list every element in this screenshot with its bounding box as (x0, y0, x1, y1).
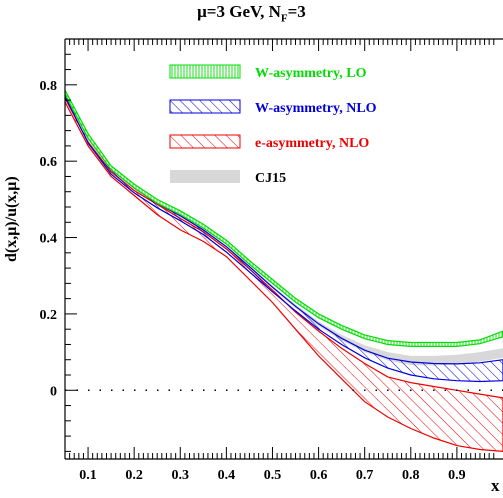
legend-swatch-w-asymmetry-lo (169, 64, 241, 79)
x-tick-label: 0.5 (264, 468, 282, 483)
y-tick-label: 0.2 (40, 308, 58, 323)
y-tick-label: 0.4 (40, 232, 58, 247)
legend-label-cj15: CJ15 (255, 171, 286, 186)
x-tick-label: 0.7 (356, 468, 374, 483)
legend-label-w-asymmetry-nlo: W-asymmetry, NLO (255, 101, 377, 116)
legend-label-e-asymmetry-nlo: e-asymmetry, NLO (255, 136, 369, 151)
y-tick-label: 0.6 (40, 155, 58, 170)
legend-swatch-w-asymmetry-nlo (169, 99, 241, 114)
x-axis-label: x (491, 476, 500, 495)
x-tick-label: 0.6 (310, 468, 328, 483)
x-tick-label: 0.8 (402, 468, 420, 483)
chart-title: μ=3 GeV, NF=3 (197, 2, 306, 25)
band-e-asymmetry-nlo (65, 97, 503, 453)
band-w-asymmetry-nlo (65, 90, 503, 383)
x-tick-label: 0.4 (218, 468, 236, 483)
band-w-asymmetry-lo (65, 89, 503, 347)
x-tick-label: 0.9 (448, 468, 466, 483)
x-tick-label: 0.3 (172, 468, 190, 483)
legend-swatch-cj15 (170, 170, 240, 183)
legend-label-w-asymmetry-lo: W-asymmetry, LO (255, 66, 367, 81)
x-tick-label: 0.1 (79, 468, 97, 483)
y-tick-label: 0.8 (40, 79, 58, 94)
legend-swatch-e-asymmetry-nlo (169, 134, 241, 149)
x-tick-label: 0.2 (125, 468, 143, 483)
y-tick-label: 0 (50, 384, 57, 399)
band-cj15 (65, 93, 503, 366)
